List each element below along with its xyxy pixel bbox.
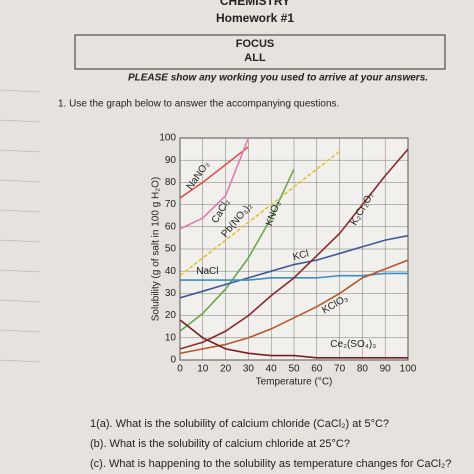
question: (c). What is happening to the solubility… bbox=[90, 458, 451, 470]
y-tick-label: 0 bbox=[170, 355, 176, 366]
series-line bbox=[180, 319, 408, 359]
series-line bbox=[180, 138, 250, 230]
y-tick-label: 60 bbox=[165, 221, 177, 232]
y-tick-label: 100 bbox=[159, 133, 176, 144]
x-tick-label: 60 bbox=[311, 364, 323, 375]
y-tick-label: 40 bbox=[165, 266, 177, 277]
question: 1(a). What is the solubility of calcium … bbox=[90, 418, 389, 430]
series-line bbox=[180, 150, 341, 277]
box-title: FOCUS bbox=[236, 38, 275, 50]
plot-lines bbox=[180, 138, 408, 359]
y-tick-label: 10 bbox=[165, 332, 177, 343]
y-tick-label: 20 bbox=[165, 310, 177, 321]
box-subtitle: ALL bbox=[244, 52, 266, 64]
x-tick-label: 70 bbox=[334, 364, 346, 375]
series-line bbox=[180, 168, 295, 332]
y-tick-label: 80 bbox=[165, 177, 177, 188]
y-axis-label: Solubility (g of salt in 100 g H₂O) bbox=[151, 177, 162, 322]
y-tick-label: 90 bbox=[165, 155, 177, 166]
subtitle: Homework #1 bbox=[216, 11, 294, 25]
x-axis-label: Temperature (°C) bbox=[256, 377, 333, 388]
x-tick-label: 80 bbox=[357, 364, 369, 375]
title: CHEMISTRY bbox=[220, 0, 290, 8]
series-label: Ce₂(SO₄)₃ bbox=[330, 339, 376, 350]
ruled-lines bbox=[0, 89, 41, 363]
series-line bbox=[180, 146, 249, 199]
y-tick-label: 30 bbox=[165, 288, 177, 299]
series-label: KCl bbox=[292, 248, 310, 263]
question-intro: 1. Use the graph below to answer the acc… bbox=[58, 99, 339, 110]
focus-box bbox=[74, 34, 446, 70]
y-tick-label: 50 bbox=[165, 244, 177, 255]
series-label: NaCl bbox=[196, 266, 218, 277]
x-tick-label: 10 bbox=[197, 364, 209, 375]
instruction: PLEASE show any working you used to arri… bbox=[128, 73, 428, 84]
question: (b). What is the solubility of calcium c… bbox=[90, 438, 350, 450]
y-tick-label: 70 bbox=[165, 199, 177, 210]
series-line bbox=[180, 148, 408, 350]
series-line bbox=[180, 234, 408, 299]
x-tick-label: 0 bbox=[177, 364, 183, 375]
x-tick-label: 90 bbox=[380, 364, 392, 375]
x-tick-label: 40 bbox=[266, 364, 278, 375]
x-tick-label: 20 bbox=[220, 364, 232, 375]
x-tick-label: 50 bbox=[288, 364, 300, 375]
x-tick-label: 100 bbox=[400, 364, 417, 375]
x-tick-label: 30 bbox=[243, 364, 255, 375]
